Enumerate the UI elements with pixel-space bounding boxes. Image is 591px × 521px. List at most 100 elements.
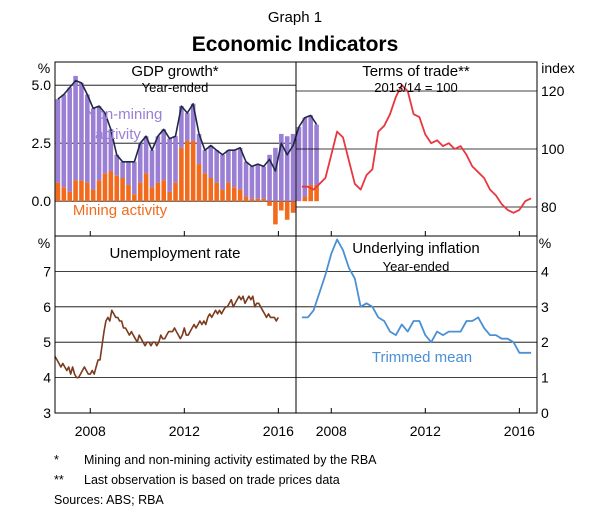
panel-gdp-growth: 0.0 2.5 5.0 — [32, 75, 319, 236]
gdp-nonmining-bar-3 — [73, 75, 78, 181]
footnote-1: * Mining and non-mining activity estimate… — [54, 453, 377, 467]
gdp-mining-bar-44 — [314, 184, 319, 202]
infl-xtick-label-2: 2016 — [504, 423, 535, 439]
gdp-nonmining-bar-20 — [173, 136, 178, 183]
gdp-total-line — [57, 79, 318, 172]
gdp-nonmining-bar-42 — [302, 117, 308, 197]
gdp-ytick-label-2: 5.0 — [32, 77, 52, 93]
sources-note: Sources: ABS; RBA — [54, 493, 164, 507]
panel-terms-of-trade: 80 100 120 — [296, 83, 565, 236]
non-mining-label-line1: Non-mining — [86, 106, 163, 123]
infl-xtick-label-0: 2008 — [316, 423, 347, 439]
infl-ytick-label-4: 4 — [541, 263, 549, 279]
gdp-mining-bar-30 — [231, 187, 237, 202]
gdp-nonmining-bar-18 — [161, 129, 167, 181]
gdp-nonmining-bar-21 — [179, 106, 184, 148]
gdp-mining-bar-22 — [184, 140, 190, 202]
gdp-nonmining-bar-37 — [273, 147, 278, 202]
gdp-mining-bar-10 — [114, 175, 120, 202]
gdp-mining-bar-38 — [279, 201, 284, 211]
footnote-2: ** Last observation is based on trade pri… — [54, 473, 340, 487]
gdp-mining-bar-39 — [284, 201, 290, 220]
figure-title: Economic Indicators — [192, 33, 399, 56]
infl-xtick-label-1: 2012 — [410, 423, 441, 439]
gdp-nonmining-bar-34 — [255, 164, 261, 199]
infl-title: Underlying inflation — [352, 240, 480, 257]
unemp-ytick-label-1: 4 — [43, 370, 51, 386]
infl-unit-label: % — [539, 235, 551, 251]
gdp-mining-bar-3 — [73, 180, 78, 202]
gdp-nonmining-bar-13 — [132, 161, 137, 195]
gdp-nonmining-bar-0 — [55, 99, 61, 183]
infl-ytick-label-2: 2 — [541, 334, 549, 350]
gdp-nonmining-bar-27 — [214, 150, 219, 183]
gdp-mining-bar-19 — [167, 191, 172, 202]
infl-subtitle: Year-ended — [383, 259, 450, 274]
unemp-xtick-label-0: 2008 — [75, 423, 106, 439]
gdp-ytick-label-0: 0.0 — [32, 193, 52, 209]
gdp-nonmining-bar-33 — [249, 166, 255, 199]
unemp-title: Unemployment rate — [110, 245, 241, 262]
gdp-nonmining-bar-1 — [61, 94, 67, 188]
gdp-mining-bar-12 — [126, 184, 131, 202]
gdp-nonmining-bar-24 — [196, 133, 202, 165]
gdp-mining-bar-21 — [179, 147, 184, 202]
unemp-ytick-label-3: 6 — [43, 299, 51, 315]
trimmed-mean-label: Trimmed mean — [372, 349, 472, 366]
gdp-nonmining-bar-25 — [202, 150, 208, 174]
gdp-nonmining-bar-6 — [90, 108, 96, 190]
tot-ytick-label-2: 120 — [541, 83, 565, 99]
gdp-nonmining-bar-28 — [220, 154, 225, 190]
gdp-mining-bar-13 — [132, 194, 137, 202]
footnote-2-mark: ** — [54, 473, 64, 487]
gdp-mining-bar-26 — [208, 178, 214, 202]
gdp-nonmining-bar-19 — [167, 138, 172, 192]
gdp-mining-bar-14 — [137, 182, 143, 202]
graph-label: Graph 1 — [268, 9, 322, 26]
gdp-mining-bar-42 — [302, 196, 308, 202]
gdp-nonmining-bar-29 — [226, 150, 231, 183]
gdp-mining-bar-36 — [267, 201, 272, 206]
gdp-mining-bar-37 — [273, 201, 278, 225]
gdp-nonmining-bar-7 — [96, 106, 102, 181]
gdp-mining-bar-16 — [149, 187, 155, 202]
gdp-nonmining-bar-30 — [231, 150, 237, 188]
mining-label: Mining activity — [73, 202, 168, 219]
unemp-line — [54, 295, 279, 379]
gdp-nonmining-bar-14 — [137, 143, 143, 183]
gdp-nonmining-bar-11 — [120, 161, 125, 178]
gdp-unit-label: % — [38, 60, 50, 76]
infl-line — [301, 238, 532, 354]
infl-ytick-label-3: 3 — [541, 299, 549, 315]
gdp-mining-bar-11 — [120, 178, 125, 202]
footnote-1-mark: * — [54, 453, 59, 467]
unemp-ytick-label-4: 7 — [43, 263, 51, 279]
gdp-mining-bar-29 — [226, 182, 231, 202]
tot-ytick-label-0: 80 — [541, 199, 557, 215]
gdp-nonmining-bar-41 — [296, 126, 302, 202]
gdp-nonmining-bar-16 — [149, 150, 155, 188]
gdp-mining-bar-9 — [108, 171, 114, 202]
gdp-mining-bar-33 — [249, 198, 255, 202]
gdp-mining-bar-18 — [161, 180, 167, 202]
gdp-nonmining-bar-12 — [126, 161, 131, 185]
gdp-mining-bar-4 — [79, 180, 84, 202]
tot-title: Terms of trade** — [362, 63, 470, 80]
non-mining-label-line2: activity — [95, 126, 141, 143]
tot-subtitle: 2013/14 = 100 — [374, 80, 458, 95]
gdp-nonmining-bar-26 — [208, 145, 214, 178]
gdp-mining-bar-31 — [237, 189, 243, 202]
infl-ytick-label-1: 1 — [541, 370, 549, 386]
tot-line — [301, 84, 532, 214]
gdp-ytick-label-1: 2.5 — [32, 135, 52, 151]
gdp-mining-bar-15 — [143, 173, 149, 202]
gdp-nonmining-bar-40 — [290, 133, 296, 202]
gdp-nonmining-bar-32 — [243, 161, 249, 197]
gdp-nonmining-bar-2 — [67, 87, 72, 192]
gdp-nonmining-bar-23 — [190, 103, 196, 141]
gdp-nonmining-bar-15 — [143, 136, 149, 174]
gdp-nonmining-bar-8 — [102, 113, 108, 174]
gdp-nonmining-bar-35 — [261, 166, 266, 199]
gdp-mining-bar-17 — [155, 182, 161, 202]
